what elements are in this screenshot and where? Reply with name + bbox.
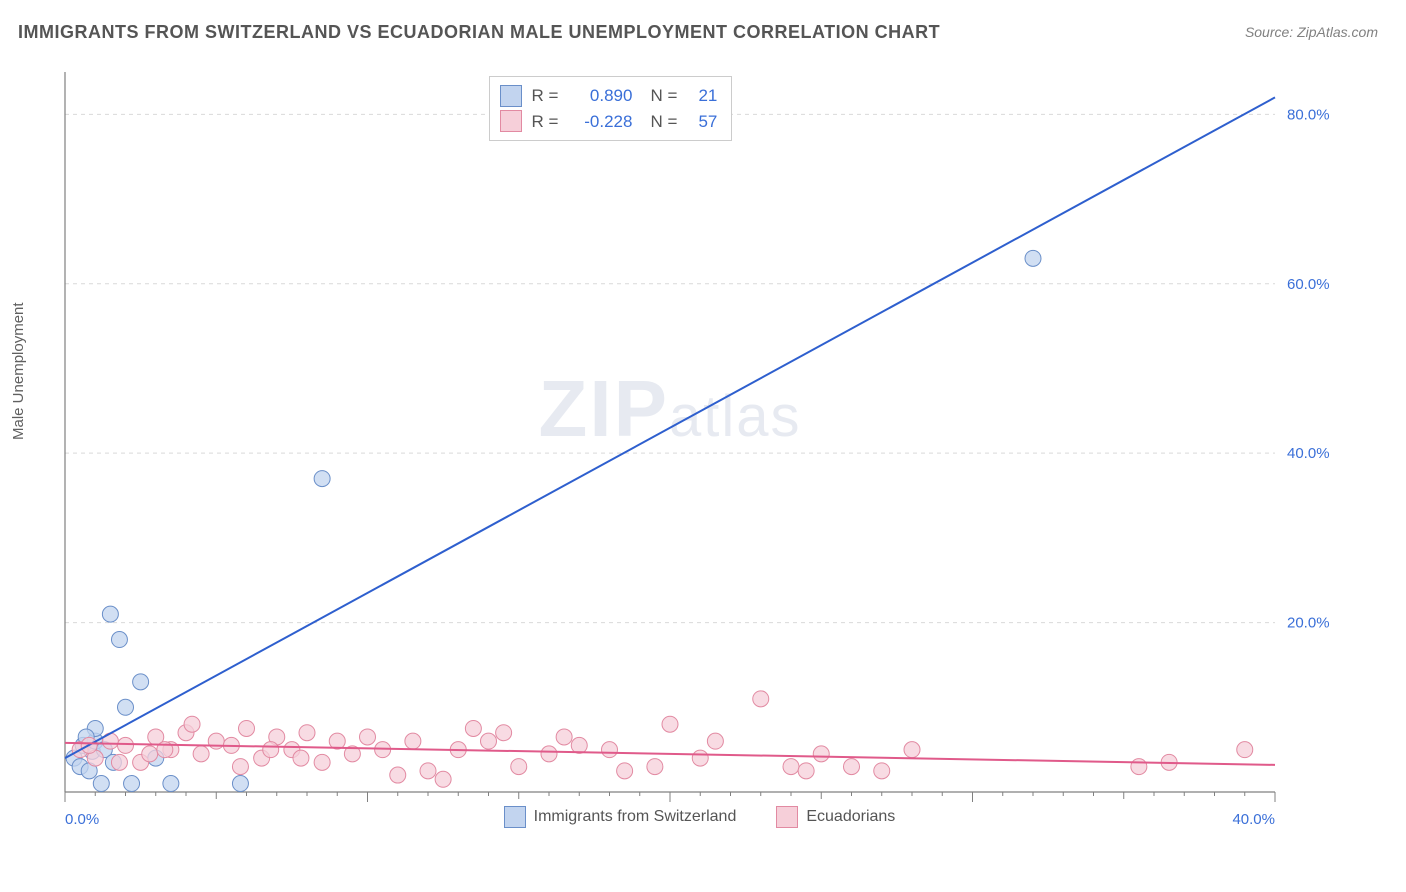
svg-text:20.0%: 20.0% <box>1287 615 1330 632</box>
y-axis-label: Male Unemployment <box>10 302 27 440</box>
stat-r-value: 0.890 <box>568 83 632 109</box>
legend-label: Ecuadorians <box>806 808 895 826</box>
chart-title: IMMIGRANTS FROM SWITZERLAND VS ECUADORIA… <box>18 22 940 43</box>
legend-item: Immigrants from Switzerland <box>504 806 737 828</box>
svg-text:40.0%: 40.0% <box>1232 811 1275 828</box>
svg-text:40.0%: 40.0% <box>1287 445 1330 462</box>
chart-plot-area: 20.0%40.0%60.0%80.0%0.0%40.0%ZIPatlas R … <box>55 62 1355 832</box>
stat-r-value: -0.228 <box>568 109 632 135</box>
bottom-legend: Immigrants from Switzerland Ecuadorians <box>504 806 896 828</box>
chart-svg: 20.0%40.0%60.0%80.0%0.0%40.0%ZIPatlas <box>55 62 1355 832</box>
source-label: Source: ZipAtlas.com <box>1245 24 1378 40</box>
legend-item: Ecuadorians <box>776 806 895 828</box>
legend-swatch <box>504 806 526 828</box>
correlation-stats-box: R = 0.890 N = 21 R = -0.228 N = 57 <box>489 76 733 141</box>
stats-row: R = 0.890 N = 21 <box>500 83 718 109</box>
svg-text:0.0%: 0.0% <box>65 811 99 828</box>
svg-text:80.0%: 80.0% <box>1287 106 1330 123</box>
stat-n-label: N = <box>650 109 677 135</box>
legend-swatch <box>776 806 798 828</box>
stat-n-label: N = <box>650 83 677 109</box>
stat-r-label: R = <box>532 109 559 135</box>
series-swatch <box>500 110 522 132</box>
series-swatch <box>500 85 522 107</box>
legend-label: Immigrants from Switzerland <box>534 808 737 826</box>
stat-n-value: 21 <box>687 83 717 109</box>
svg-text:60.0%: 60.0% <box>1287 276 1330 293</box>
stat-n-value: 57 <box>687 109 717 135</box>
stat-r-label: R = <box>532 83 559 109</box>
stats-row: R = -0.228 N = 57 <box>500 109 718 135</box>
